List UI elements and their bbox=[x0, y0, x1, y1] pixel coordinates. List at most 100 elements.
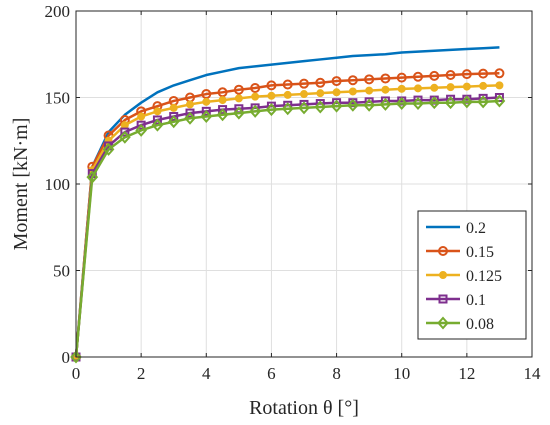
legend-label: 0.125 bbox=[466, 268, 502, 285]
data-point bbox=[267, 91, 276, 100]
legend-item: 0.2 bbox=[426, 220, 486, 237]
data-point bbox=[202, 97, 211, 106]
data-point bbox=[364, 74, 375, 85]
data-point bbox=[300, 90, 308, 99]
data-point bbox=[414, 84, 422, 93]
x-tick-label: 0 bbox=[72, 364, 81, 383]
legend-marker bbox=[438, 246, 448, 256]
data-point bbox=[234, 94, 243, 103]
data-point bbox=[184, 111, 196, 125]
data-point bbox=[282, 79, 293, 90]
data-point bbox=[396, 72, 407, 83]
data-point bbox=[363, 98, 375, 112]
data-point bbox=[151, 118, 164, 132]
data-point bbox=[102, 142, 115, 156]
legend-item: 0.15 bbox=[426, 244, 494, 261]
data-point bbox=[218, 96, 227, 105]
data-point bbox=[413, 71, 423, 82]
y-tick-label: 200 bbox=[45, 2, 71, 21]
y-tick-label: 100 bbox=[45, 175, 71, 194]
data-point bbox=[444, 96, 457, 110]
data-point bbox=[233, 84, 244, 95]
data-point bbox=[477, 95, 489, 109]
data-point bbox=[479, 81, 488, 90]
x-tick-label: 14 bbox=[524, 364, 542, 383]
series-line bbox=[74, 72, 500, 358]
data-point bbox=[365, 86, 374, 95]
legend-marker bbox=[437, 316, 449, 330]
data-point bbox=[201, 106, 211, 116]
legend-label: 0.2 bbox=[466, 220, 486, 237]
data-point bbox=[395, 97, 408, 111]
data-point bbox=[119, 130, 131, 144]
data-point bbox=[494, 68, 505, 79]
legend-item: 0.125 bbox=[426, 268, 502, 285]
data-point bbox=[379, 97, 392, 111]
data-point bbox=[493, 94, 506, 108]
data-point bbox=[249, 104, 261, 118]
data-point bbox=[167, 115, 180, 129]
data-point bbox=[330, 99, 343, 113]
y-axis-label: Moment [kN·m] bbox=[10, 118, 32, 251]
x-tick-label: 4 bbox=[202, 364, 211, 383]
data-point bbox=[86, 170, 99, 184]
data-point bbox=[152, 115, 162, 125]
legend-marker bbox=[439, 271, 447, 279]
data-point bbox=[169, 103, 178, 112]
data-point bbox=[381, 85, 390, 94]
data-point bbox=[233, 106, 245, 120]
x-tick-label: 12 bbox=[458, 364, 475, 383]
data-point bbox=[446, 83, 455, 92]
data-point bbox=[412, 97, 424, 111]
data-point bbox=[315, 77, 326, 88]
legend-label: 0.08 bbox=[466, 316, 494, 333]
data-point bbox=[137, 112, 146, 121]
data-point bbox=[266, 80, 277, 91]
data-point bbox=[347, 75, 358, 86]
data-point bbox=[136, 120, 146, 130]
data-point bbox=[461, 95, 473, 109]
x-tick-label: 8 bbox=[332, 364, 341, 383]
data-point bbox=[216, 108, 229, 122]
data-point bbox=[478, 68, 489, 79]
x-tick-label: 10 bbox=[393, 364, 410, 383]
data-point bbox=[316, 89, 325, 98]
data-point bbox=[298, 101, 310, 115]
series-layer bbox=[70, 46, 506, 364]
data-point bbox=[120, 127, 130, 137]
tick-labels: 0 2 4 6 8 10 12 14 0 50 100 150 200 bbox=[45, 2, 542, 383]
legend-item: 0.1 bbox=[426, 292, 486, 309]
data-point bbox=[332, 88, 341, 97]
y-tick-label: 0 bbox=[62, 348, 71, 367]
data-point bbox=[314, 100, 327, 114]
legend-item: 0.08 bbox=[426, 316, 494, 333]
data-point bbox=[461, 69, 472, 80]
data-point bbox=[380, 73, 391, 84]
data-point bbox=[265, 103, 278, 117]
series-0-08 bbox=[70, 94, 506, 364]
data-point bbox=[200, 110, 213, 124]
x-tick-label: 2 bbox=[137, 364, 146, 383]
data-point bbox=[251, 92, 260, 101]
data-point bbox=[397, 84, 406, 93]
series-0-125 bbox=[72, 81, 504, 361]
data-point bbox=[218, 105, 228, 115]
series-0-2 bbox=[74, 46, 500, 358]
data-point bbox=[348, 87, 357, 96]
data-point bbox=[186, 100, 194, 109]
data-point bbox=[70, 350, 82, 364]
data-point bbox=[281, 102, 294, 116]
data-point bbox=[331, 76, 342, 87]
data-point bbox=[429, 70, 440, 81]
data-point bbox=[250, 82, 261, 93]
data-point bbox=[347, 98, 359, 112]
legend: 0.2 0.15 0.125 0.1 0.08 bbox=[417, 210, 527, 340]
series-line bbox=[74, 46, 500, 358]
legend-label: 0.15 bbox=[466, 244, 494, 261]
x-tick-label: 6 bbox=[267, 364, 276, 383]
data-point bbox=[495, 81, 504, 90]
data-point bbox=[135, 123, 147, 137]
series-line bbox=[74, 96, 500, 358]
x-axis-label: Rotation θ [°] bbox=[249, 397, 359, 419]
